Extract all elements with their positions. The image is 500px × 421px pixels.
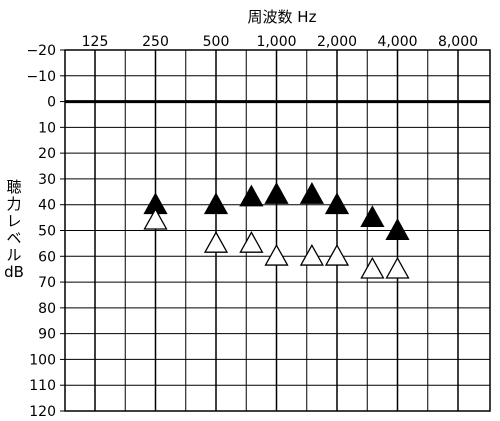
y-tick-label: 100 <box>29 352 56 368</box>
y-tick-labels: −20 −10 0 10 20 30 40 50 60 70 80 90 100 110 120 <box>26 43 56 420</box>
y-tick-label: 110 <box>29 378 56 394</box>
x-tick-label: 4,000 <box>377 34 417 50</box>
y-tick-label: 40 <box>38 198 56 214</box>
y-tick-label: 60 <box>38 249 56 265</box>
y-axis-title-char: 聴 <box>6 178 21 196</box>
y-axis-title-char: 力 <box>6 195 21 213</box>
open-triangle-marker <box>385 256 410 279</box>
grid <box>60 49 491 412</box>
filled-triangle-marker <box>239 184 264 207</box>
data-markers <box>143 182 410 279</box>
filled-triangle-marker <box>324 192 350 215</box>
filled-triangle-marker <box>385 218 410 240</box>
x-axis-title: 周波数 Hz <box>248 8 317 26</box>
y-tick-label: 10 <box>38 120 56 136</box>
y-tick-label: 80 <box>38 301 56 317</box>
y-axis-title-unit: dB <box>4 263 24 281</box>
x-tick-labels: 125 250 500 1,000 2,000 4,000 8,000 <box>82 34 478 50</box>
y-tick-label: 50 <box>38 224 56 240</box>
y-tick-label: −20 <box>26 43 56 59</box>
filled-triangle-marker <box>360 205 385 228</box>
y-tick-label: 90 <box>38 327 56 343</box>
x-tick-label: 8,000 <box>438 34 478 50</box>
y-axis-title-char: ル <box>6 246 21 264</box>
x-tick-label: 250 <box>142 34 169 50</box>
open-triangle-marker <box>264 243 289 266</box>
x-tick-label: 1,000 <box>256 34 296 50</box>
y-axis-title-char: ベ <box>6 229 21 247</box>
x-tick-label: 2,000 <box>317 34 357 50</box>
filled-triangle-marker <box>299 182 324 204</box>
y-tick-label: 30 <box>38 172 56 188</box>
open-triangle-marker <box>324 243 350 266</box>
filled-triangle-marker <box>203 192 229 215</box>
open-triangle-marker <box>360 256 385 279</box>
filled-triangle-marker <box>264 182 289 204</box>
x-tick-label: 500 <box>203 34 230 50</box>
y-tick-label: −10 <box>26 69 56 85</box>
y-tick-label: 70 <box>38 275 56 291</box>
x-tick-label: 125 <box>82 34 109 50</box>
y-axis-title-char: レ <box>6 212 21 230</box>
open-triangle-marker <box>239 231 264 253</box>
y-tick-label: 0 <box>47 95 56 111</box>
open-triangle-marker <box>143 207 168 230</box>
y-tick-label: 20 <box>38 146 56 162</box>
open-triangle-marker <box>299 243 324 266</box>
y-tick-label: 120 <box>29 404 56 420</box>
open-triangle-marker <box>203 231 229 253</box>
